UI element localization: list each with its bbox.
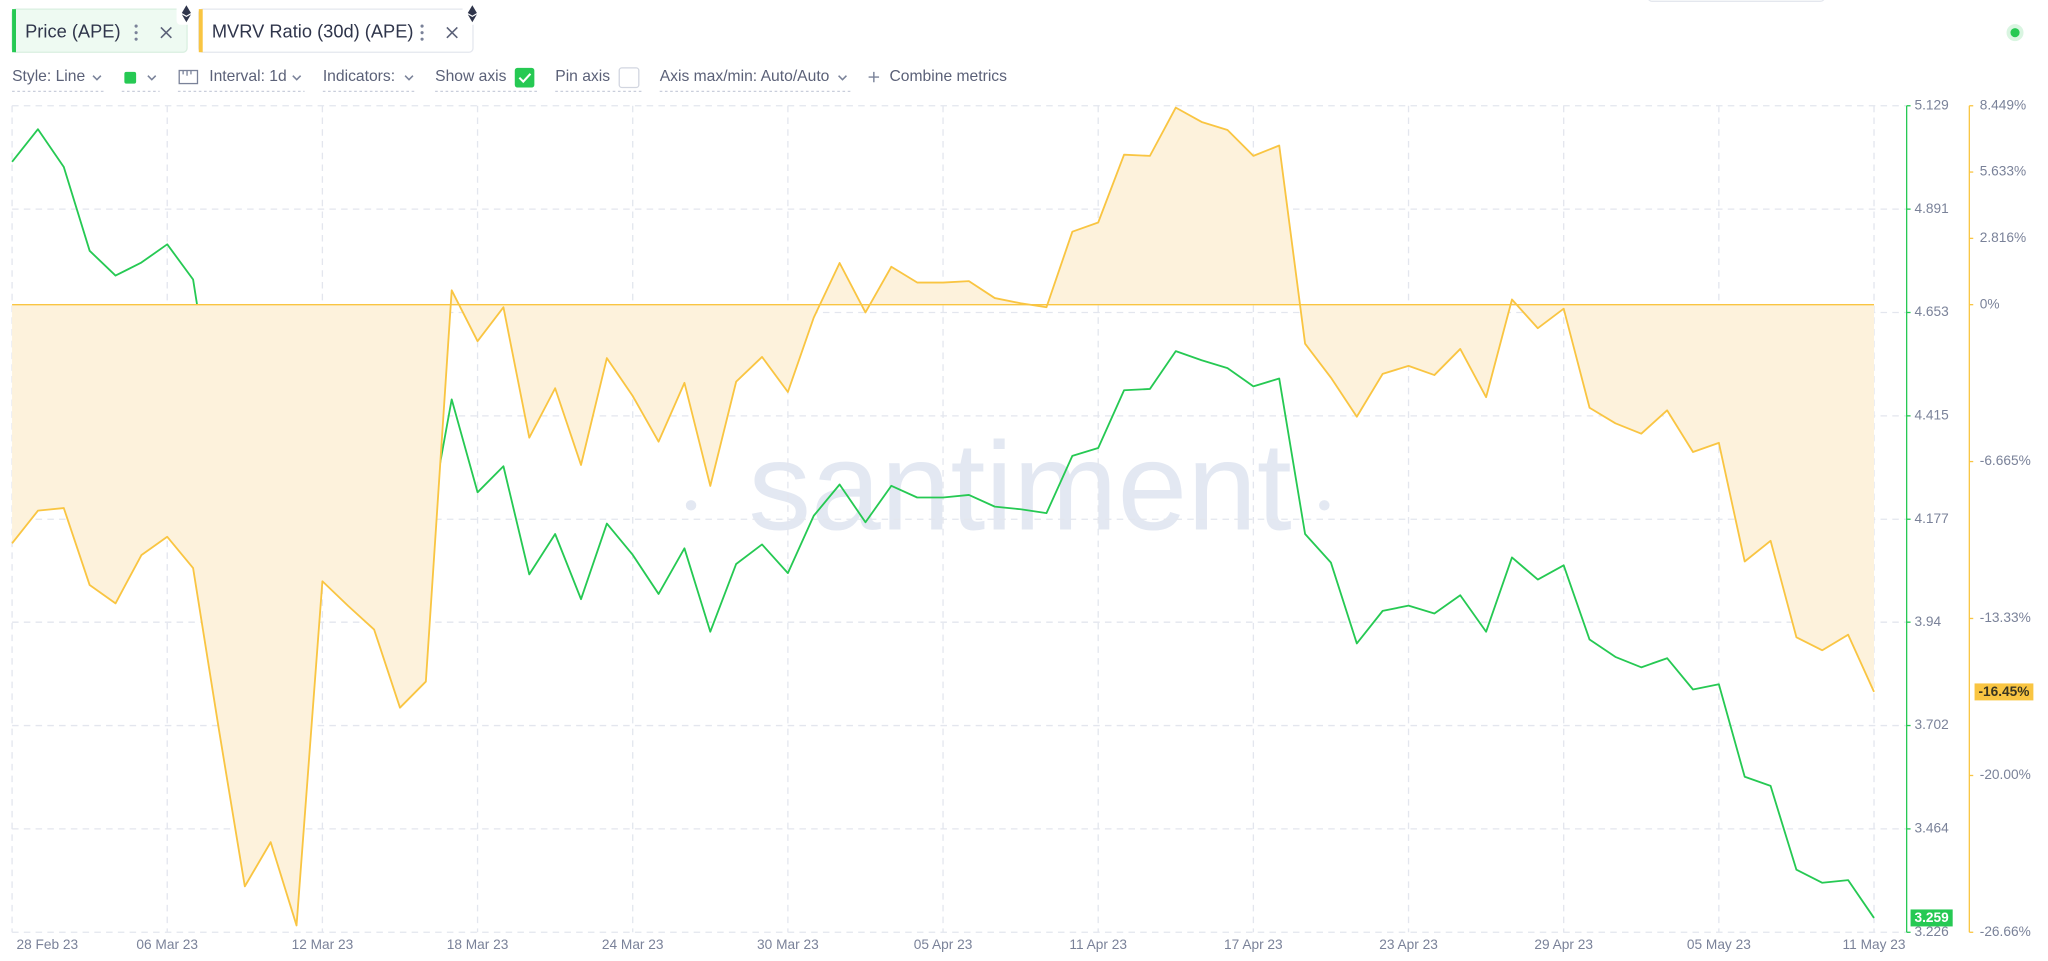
- x-tick-label: 05 May 23: [1687, 937, 1751, 952]
- x-tick-label: 06 Mar 23: [136, 937, 198, 952]
- plot: 28 Feb 23 06 Mar 23 12 Mar 23 18 Mar 23 24 M…: [11, 97, 2034, 952]
- x-tick-label: 11 Apr 23: [1069, 937, 1127, 952]
- y-tick-label: 4.891: [1914, 201, 1948, 216]
- line: [11, 106, 1875, 927]
- x-tick-label: 11 May 23: [1843, 937, 1906, 952]
- toolbar-label[interactable]: Indicators:: [323, 68, 395, 85]
- y2-tick-label: -26.66%: [1980, 924, 2031, 939]
- watermark-text: santiment: [748, 416, 1291, 556]
- y-tick-label: 3.464: [1914, 821, 1949, 836]
- x-tick-label: 24 Mar 23: [602, 937, 664, 952]
- x-tick-label: 18 Mar 23: [447, 937, 509, 952]
- pin-axis-toggle[interactable]: Pin axis: [555, 67, 642, 93]
- toolbar-label[interactable]: Combine metrics: [890, 68, 1008, 85]
- value-badge: -16.45%: [1974, 683, 2034, 701]
- x-tick-label: 05 Apr 23: [914, 937, 973, 952]
- x-tick-label: 29 Apr 23: [1534, 937, 1593, 952]
- y-tick-label: 5.129: [1914, 97, 1948, 112]
- eth-icon: [176, 2, 197, 25]
- tab-label[interactable]: MVRV Ratio (30d) (APE): [212, 20, 414, 41]
- toolbar-label[interactable]: Style: Line: [12, 68, 85, 85]
- toolbar-label[interactable]: Pin axis: [555, 68, 610, 85]
- area: [12, 107, 1875, 926]
- toolbar: Style: Line Interval: 1d Indicators: Sho…: [12, 67, 1008, 93]
- tab-label[interactable]: Price (APE): [25, 20, 120, 41]
- toolbar-label[interactable]: Show axis: [435, 68, 507, 85]
- y-tick-label: 4.415: [1914, 407, 1949, 422]
- value-badge: 3.259: [1910, 909, 1953, 927]
- y-tick-label: 3.94: [1914, 614, 1941, 629]
- x-tick-label: 30 Mar 23: [757, 937, 819, 952]
- y-tick-label: 3.226: [1914, 924, 1949, 939]
- indicators-select[interactable]: Indicators:: [323, 68, 417, 93]
- toolbar-label[interactable]: Interval: 1d: [209, 68, 286, 85]
- y-tick-label: 4.177: [1914, 511, 1948, 526]
- x-tick-label: 28 Feb 23: [17, 937, 79, 952]
- status-dot: [2006, 24, 2024, 42]
- badge-bg: [1910, 909, 1953, 927]
- y2-tick-label: 5.633%: [1980, 164, 2026, 179]
- badge-label: 3.259: [1914, 910, 1949, 925]
- y-tick-label: 3.702: [1914, 717, 1948, 732]
- interval-select[interactable]: Interval: 1d: [177, 68, 305, 93]
- combine-metrics[interactable]: Combine metrics: [868, 68, 1008, 85]
- badge-bg: [1974, 683, 2034, 701]
- y-tick-label: 4.653: [1914, 304, 1949, 319]
- style-select[interactable]: Style: Line: [12, 68, 105, 93]
- y2-tick-label: -6.665%: [1980, 453, 2031, 468]
- badge-label: -16.45%: [1978, 684, 2029, 699]
- y2-tick-label: -13.33%: [1980, 610, 2031, 625]
- toolbar-label[interactable]: Axis max/min: Auto/Auto: [660, 68, 830, 85]
- x-tick-label: 23 Apr 23: [1379, 937, 1438, 952]
- top-box: [1648, 0, 1825, 2]
- metric-tab[interactable]: Price (APE): [11, 8, 188, 53]
- eth-icon: [462, 2, 483, 25]
- y2-tick-label: 8.449%: [1980, 97, 2026, 112]
- metric-tab[interactable]: MVRV Ratio (30d) (APE): [198, 8, 474, 53]
- axis-range-select[interactable]: Axis max/min: Auto/Auto: [659, 68, 851, 93]
- y2-tick-label: -20.00%: [1980, 767, 2031, 782]
- color-select[interactable]: [121, 71, 160, 93]
- watermark: santiment: [685, 416, 1330, 556]
- y2-tick-label: 0%: [1980, 296, 2000, 311]
- x-tick-label: 17 Apr 23: [1224, 937, 1283, 952]
- x-tick-label: 12 Mar 23: [292, 937, 354, 952]
- y2-tick-label: 2.816%: [1980, 230, 2026, 245]
- show-axis-toggle[interactable]: Show axis: [435, 67, 537, 93]
